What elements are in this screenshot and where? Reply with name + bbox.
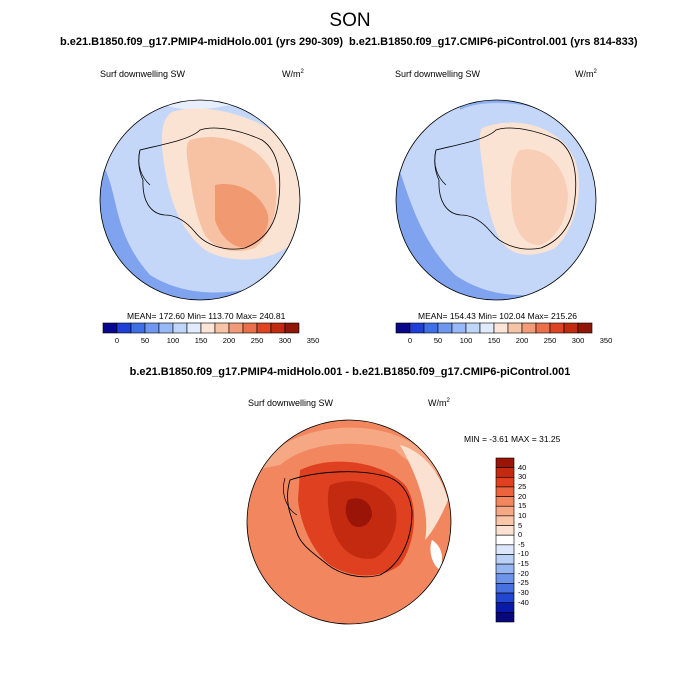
colorbar-tick-label: 150 xyxy=(194,336,208,345)
colorbar-tick-label: 5 xyxy=(518,520,523,530)
left-polar-map xyxy=(100,100,300,300)
colorbar-swatch xyxy=(200,322,216,334)
colorbar-swatch xyxy=(563,322,579,334)
colorbar-swatch xyxy=(495,573,515,584)
colorbar-swatch xyxy=(186,322,202,334)
colorbar-tick-label: -5 xyxy=(518,539,525,549)
colorbar-swatch xyxy=(102,322,118,334)
colorbar-swatch xyxy=(495,592,515,604)
colorbar-tick-label: 350 xyxy=(599,336,613,345)
colorbar-swatch xyxy=(507,322,523,334)
figure-title: SON xyxy=(329,10,371,31)
colorbar-swatch xyxy=(495,534,515,546)
colorbar-tick-label: -30 xyxy=(518,588,529,598)
left-variable-label: Surf downwelling SW xyxy=(100,69,186,79)
colorbar-swatch xyxy=(423,322,439,334)
colorbar-swatch xyxy=(172,322,188,334)
colorbar-tick-label: -20 xyxy=(518,568,529,578)
colorbar-tick-label: 25 xyxy=(518,481,527,491)
colorbar-swatch xyxy=(409,322,425,334)
colorbar-swatch xyxy=(242,322,258,334)
colorbar-swatch xyxy=(495,554,515,565)
colorbar-swatch xyxy=(228,322,244,334)
colorbar-tick-label: -10 xyxy=(518,549,529,559)
colorbar-tick-label: -40 xyxy=(518,597,529,607)
colorbar-swatch xyxy=(495,467,515,478)
colorbar-tick-label: 10 xyxy=(518,510,527,520)
colorbar-tick-label: 250 xyxy=(250,336,264,345)
diff-stats: MIN = -3.61 MAX = 31.25 xyxy=(464,434,561,444)
colorbar-swatch xyxy=(284,322,300,334)
colorbar-swatch xyxy=(130,322,146,334)
colorbar-swatch xyxy=(495,457,515,468)
colorbar-swatch xyxy=(493,322,509,334)
colorbar-swatch xyxy=(451,322,467,334)
colorbar-tick-label: 100 xyxy=(166,336,180,345)
colorbar-swatch xyxy=(270,322,286,334)
colorbar-tick-label: 0 xyxy=(114,336,120,345)
colorbar-tick-label: 200 xyxy=(515,336,529,345)
diff-variable-label: Surf downwelling SW xyxy=(248,398,334,408)
colorbar-swatch xyxy=(495,515,515,526)
right-colorbar xyxy=(395,322,593,334)
colorbar-swatch xyxy=(495,486,515,497)
colorbar-swatch xyxy=(495,612,515,623)
colorbar-swatch xyxy=(495,602,515,613)
right-stats: MEAN= 154.43 Min= 102.04 Max= 215.26 xyxy=(418,311,578,321)
left-panel-title: b.e21.B1850.f09_g17.PMIP4-midHolo.001 (y… xyxy=(60,36,344,48)
colorbar-swatch xyxy=(256,322,272,334)
right-polar-map xyxy=(396,100,596,300)
colorbar-tick-label: -25 xyxy=(518,578,529,588)
colorbar-tick-label: 20 xyxy=(518,491,527,501)
colorbar-swatch xyxy=(495,505,515,517)
colorbar-swatch xyxy=(437,322,453,334)
colorbar-swatch xyxy=(495,563,515,575)
colorbar-tick-label: 300 xyxy=(278,336,292,345)
colorbar-swatch xyxy=(214,322,230,334)
colorbar-tick-label: 0 xyxy=(407,336,413,345)
difference-colorbar xyxy=(495,457,515,623)
colorbar-swatch xyxy=(495,583,515,594)
colorbar-swatch xyxy=(144,322,160,334)
left-units-label: W/m2 xyxy=(282,69,304,79)
right-variable-label: Surf downwelling SW xyxy=(395,69,481,79)
right-panel-title: b.e21.B1850.f09_g17.CMIP6-piControl.001 … xyxy=(349,36,638,48)
colorbar-swatch xyxy=(577,322,593,334)
colorbar-swatch xyxy=(535,322,551,334)
colorbar-tick-label: 50 xyxy=(433,336,443,345)
colorbar-swatch xyxy=(395,322,411,334)
colorbar-swatch xyxy=(465,322,481,334)
left-stats: MEAN= 172.60 Min= 113.70 Max= 240.81 xyxy=(127,311,286,321)
colorbar-swatch xyxy=(479,322,495,334)
colorbar-swatch xyxy=(521,322,537,334)
difference-panel-title: b.e21.B1850.f09_g17.PMIP4-midHolo.001 - … xyxy=(129,366,571,378)
colorbar-tick-label: 50 xyxy=(140,336,150,345)
colorbar-tick-label: 250 xyxy=(543,336,557,345)
colorbar-swatch xyxy=(495,544,515,555)
colorbar-tick-label: 0 xyxy=(518,530,523,540)
colorbar-swatch xyxy=(549,322,565,334)
colorbar-tick-label: 100 xyxy=(459,336,473,345)
colorbar-swatch xyxy=(158,322,174,334)
colorbar-swatch xyxy=(495,476,515,488)
colorbar-tick-label: 300 xyxy=(571,336,585,345)
colorbar-tick-label: 30 xyxy=(518,472,527,482)
colorbar-tick-label: 15 xyxy=(518,501,527,511)
colorbar-swatch xyxy=(116,322,132,334)
colorbar-tick-label: 40 xyxy=(518,462,527,472)
colorbar-swatch xyxy=(495,525,515,536)
colorbar-tick-label: 200 xyxy=(222,336,236,345)
colorbar-tick-label: 150 xyxy=(487,336,501,345)
colorbar-tick-label: 350 xyxy=(306,336,320,345)
difference-polar-map xyxy=(247,420,451,624)
left-colorbar xyxy=(102,322,300,334)
colorbar-tick-label: -15 xyxy=(518,559,529,569)
right-units-label: W/m2 xyxy=(575,69,597,79)
diff-units-label: W/m2 xyxy=(428,398,450,408)
colorbar-swatch xyxy=(495,496,515,507)
